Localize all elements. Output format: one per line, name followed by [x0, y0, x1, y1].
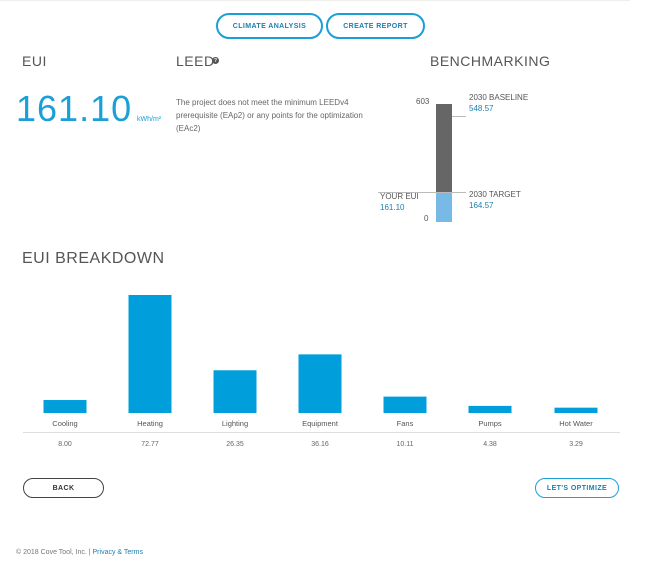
climate-analysis-button[interactable]: CLIMATE ANALYSIS — [216, 13, 323, 39]
bar-pumps — [468, 405, 512, 413]
your-eui-value: 161.10 — [380, 203, 405, 212]
benchmark-your-eui-bar — [436, 192, 452, 222]
value-label: 10.11 — [397, 441, 414, 448]
value-label: 26.35 — [226, 441, 244, 448]
footer: © 2018 Cove Tool, Inc. | Privacy & Terms — [16, 549, 143, 556]
benchmark-min-label: 0 — [424, 214, 429, 223]
category-label: Fans — [397, 419, 414, 428]
question-circle-icon[interactable]: ? — [212, 57, 219, 64]
value-label: 36.16 — [311, 441, 329, 448]
top-divider — [0, 0, 630, 1]
copyright-text: © 2018 Cove Tool, Inc. | — [16, 549, 91, 556]
eui-unit: kWh/m² — [137, 116, 162, 123]
category-label: Lighting — [222, 419, 248, 428]
baseline-label: 2030 BASELINE — [469, 93, 529, 102]
benchmark-upper-bar — [436, 104, 452, 192]
eui-value: 161.10 — [16, 88, 133, 129]
create-report-button[interactable]: CREATE REPORT — [326, 13, 425, 39]
target-label: 2030 TARGET — [469, 190, 521, 199]
lets-optimize-button[interactable]: LET'S OPTIMIZE — [535, 478, 619, 498]
baseline-value: 548.57 — [469, 104, 494, 113]
privacy-terms-link[interactable]: Privacy & Terms — [92, 549, 143, 556]
benchmarking-title: BENCHMARKING — [430, 53, 551, 69]
value-label: 8.00 — [58, 441, 72, 448]
breakdown-title: EUI BREAKDOWN — [22, 250, 165, 267]
your-eui-label: YOUR EUI — [380, 192, 419, 201]
benchmark-max-label: 603 — [416, 97, 430, 106]
bar-fans — [383, 396, 427, 413]
back-button[interactable]: BACK — [23, 478, 104, 498]
value-label: 3.29 — [569, 441, 583, 448]
leed-title: LEED — [176, 53, 215, 69]
bar-cooling — [43, 400, 87, 413]
category-label: Cooling — [52, 419, 77, 428]
bar-heating — [128, 295, 172, 413]
baseline-marker — [452, 116, 466, 117]
category-label: Equipment — [302, 419, 339, 428]
value-label: 72.77 — [141, 441, 159, 448]
target-marker — [378, 192, 466, 193]
bar-equipment — [298, 354, 342, 413]
target-value: 164.57 — [469, 201, 494, 210]
bar-hot-water — [554, 407, 598, 413]
category-label: Pumps — [478, 419, 502, 428]
bar-lighting — [213, 370, 257, 413]
breakdown-axis-line — [23, 432, 620, 433]
category-label: Heating — [137, 419, 163, 428]
leed-description: The project does not meet the minimum LE… — [176, 98, 363, 134]
category-label: Hot Water — [559, 419, 593, 428]
eui-title: EUI — [22, 53, 47, 69]
value-label: 4.38 — [483, 441, 497, 448]
